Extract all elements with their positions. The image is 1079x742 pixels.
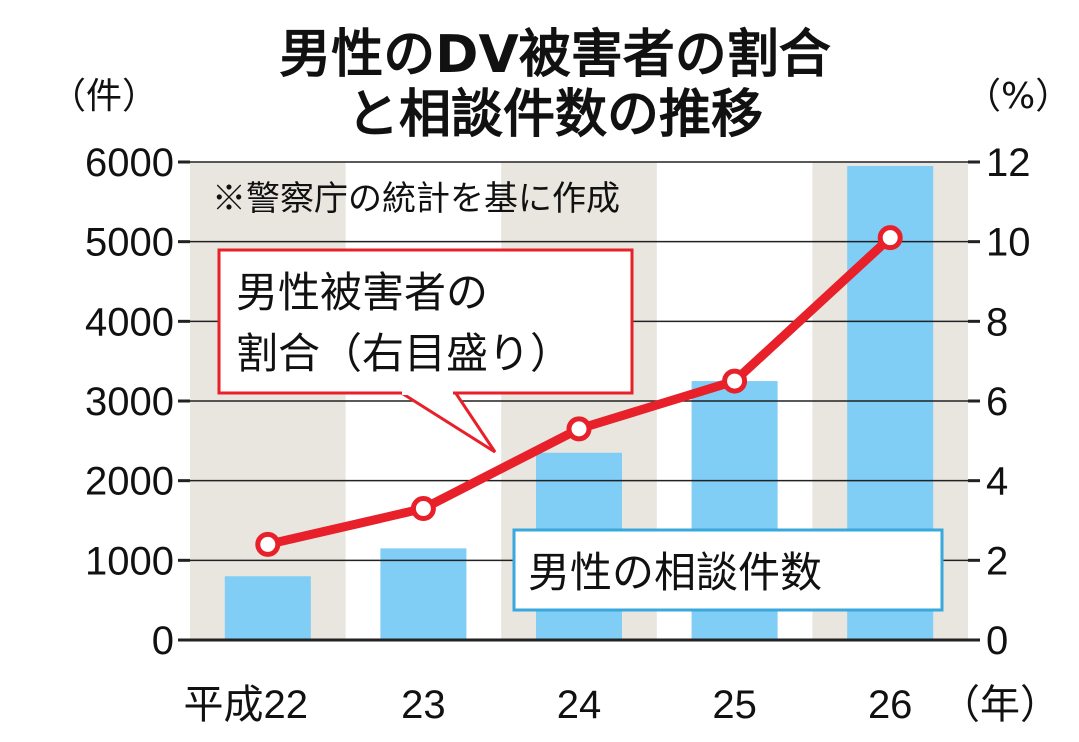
x-label-3: 25 [712,683,757,727]
x-label-2: 24 [557,683,602,727]
right-tick-label: 2 [986,539,1008,583]
left-tick-label: 2000 [85,460,174,504]
ratio-point-1 [410,496,436,522]
right-tick-label: 8 [986,300,1008,344]
right-axis-tick-labels: 0 2 4 6 8 10 12 [986,141,1031,663]
x-label-0: 平成22 [184,683,309,727]
ratio-callout-line2: 割合（右目盛り） [236,329,572,378]
left-tick-label: 5000 [85,221,174,265]
left-axis-tick-marks [178,160,190,642]
chart-title-line2: と相談件数の推移 [347,85,763,145]
ratio-point-4 [877,225,903,251]
right-tick-label: 0 [986,619,1008,663]
x-axis-labels: 平成22 23 24 25 26 [184,683,913,727]
left-tick-label: 3000 [85,380,174,424]
bar-1 [380,548,467,640]
ratio-point-2 [566,416,592,442]
left-axis-tick-labels: 0 1000 2000 3000 4000 5000 6000 [85,141,174,663]
bar-0 [224,576,311,640]
gridlines [190,161,968,642]
chart-title-line1: 男性のDV被害者の割合 [279,25,830,85]
count-callout-label: 男性の相談件数 [528,548,822,597]
right-tick-label: 10 [986,221,1031,265]
left-tick-label: 6000 [85,141,174,185]
right-tick-label: 12 [986,141,1031,185]
left-tick-label: 4000 [85,300,174,344]
line-series [255,225,903,557]
left-axis-unit: （件） [50,76,158,117]
right-tick-label: 4 [986,460,1008,504]
right-axis-unit: （%） [965,76,1071,117]
right-axis-tick-marks [968,160,980,642]
x-label-4: 26 [868,683,913,727]
ratio-point-0 [255,531,281,557]
ratio-callout-box [217,248,634,395]
source-note: ※警察庁の統計を基に作成 [212,179,620,219]
ratio-point-3 [722,368,748,394]
left-tick-label: 1000 [85,539,174,583]
right-tick-label: 6 [986,380,1008,424]
year-unit-label: （年） [940,683,1060,727]
ratio-callout-line1: 男性被害者の [236,268,488,317]
count-callout-box [512,528,944,612]
x-label-1: 23 [401,683,446,727]
left-tick-label: 0 [152,619,174,663]
